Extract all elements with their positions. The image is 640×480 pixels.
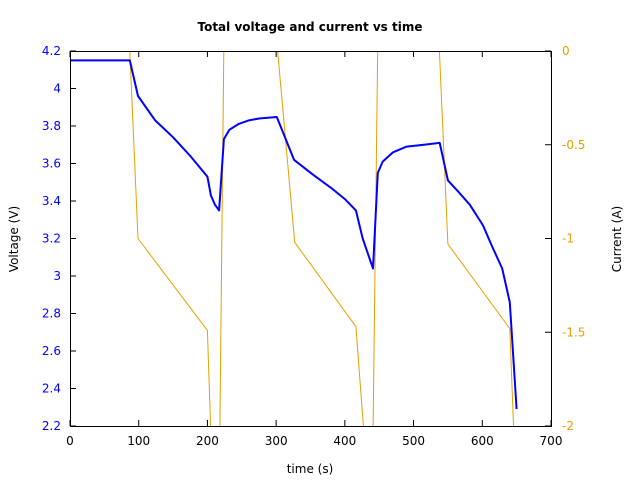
- x-tick-label: 100: [127, 434, 150, 448]
- y-tick-label: 4: [53, 82, 61, 96]
- y2-tick-label: 0: [562, 44, 570, 58]
- x-tick-label: 600: [471, 434, 494, 448]
- x-tick-label: 200: [196, 434, 219, 448]
- x-tick-label: 700: [540, 434, 563, 448]
- plot-frame: [70, 51, 552, 427]
- y2-tick-label: -0.5: [562, 138, 585, 152]
- y-tick-label: 2.6: [42, 344, 61, 358]
- y-tick-label: 4.2: [42, 44, 61, 58]
- y-tick-label: 3.4: [42, 194, 61, 208]
- y-tick-label: 3.2: [42, 232, 61, 246]
- voltage-line: [70, 59, 518, 410]
- y-axis-label: Voltage (V): [7, 206, 21, 272]
- x-tick-label: 400: [333, 434, 356, 448]
- y-tick-label: 2.4: [42, 382, 61, 396]
- x-tick-label: 300: [265, 434, 288, 448]
- x-axis-label: time (s): [287, 462, 334, 476]
- y2-axis-label: Current (A): [610, 206, 624, 272]
- y2-tick-label: -1.5: [562, 325, 585, 339]
- y-tick-label: 3: [53, 269, 61, 283]
- current-line: [129, 51, 515, 426]
- x-tick-label: 0: [66, 434, 74, 448]
- y-tick-label: 3.8: [42, 119, 61, 133]
- y2-tick-label: -1: [562, 232, 574, 246]
- y2-tick-label: -2: [562, 419, 574, 433]
- x-tick-label: 500: [402, 434, 425, 448]
- y-tick-label: 2.2: [42, 419, 61, 433]
- chart-title: Total voltage and current vs time: [197, 20, 422, 34]
- ticks: 0 100 200 300 400 500 600 700 2.2 2.4 2.6 2.8 3 3.2 3.…: [42, 44, 586, 448]
- y-tick-label: 2.8: [42, 307, 61, 321]
- plot-lines: [70, 51, 518, 426]
- y-tick-label: 3.6: [42, 157, 61, 171]
